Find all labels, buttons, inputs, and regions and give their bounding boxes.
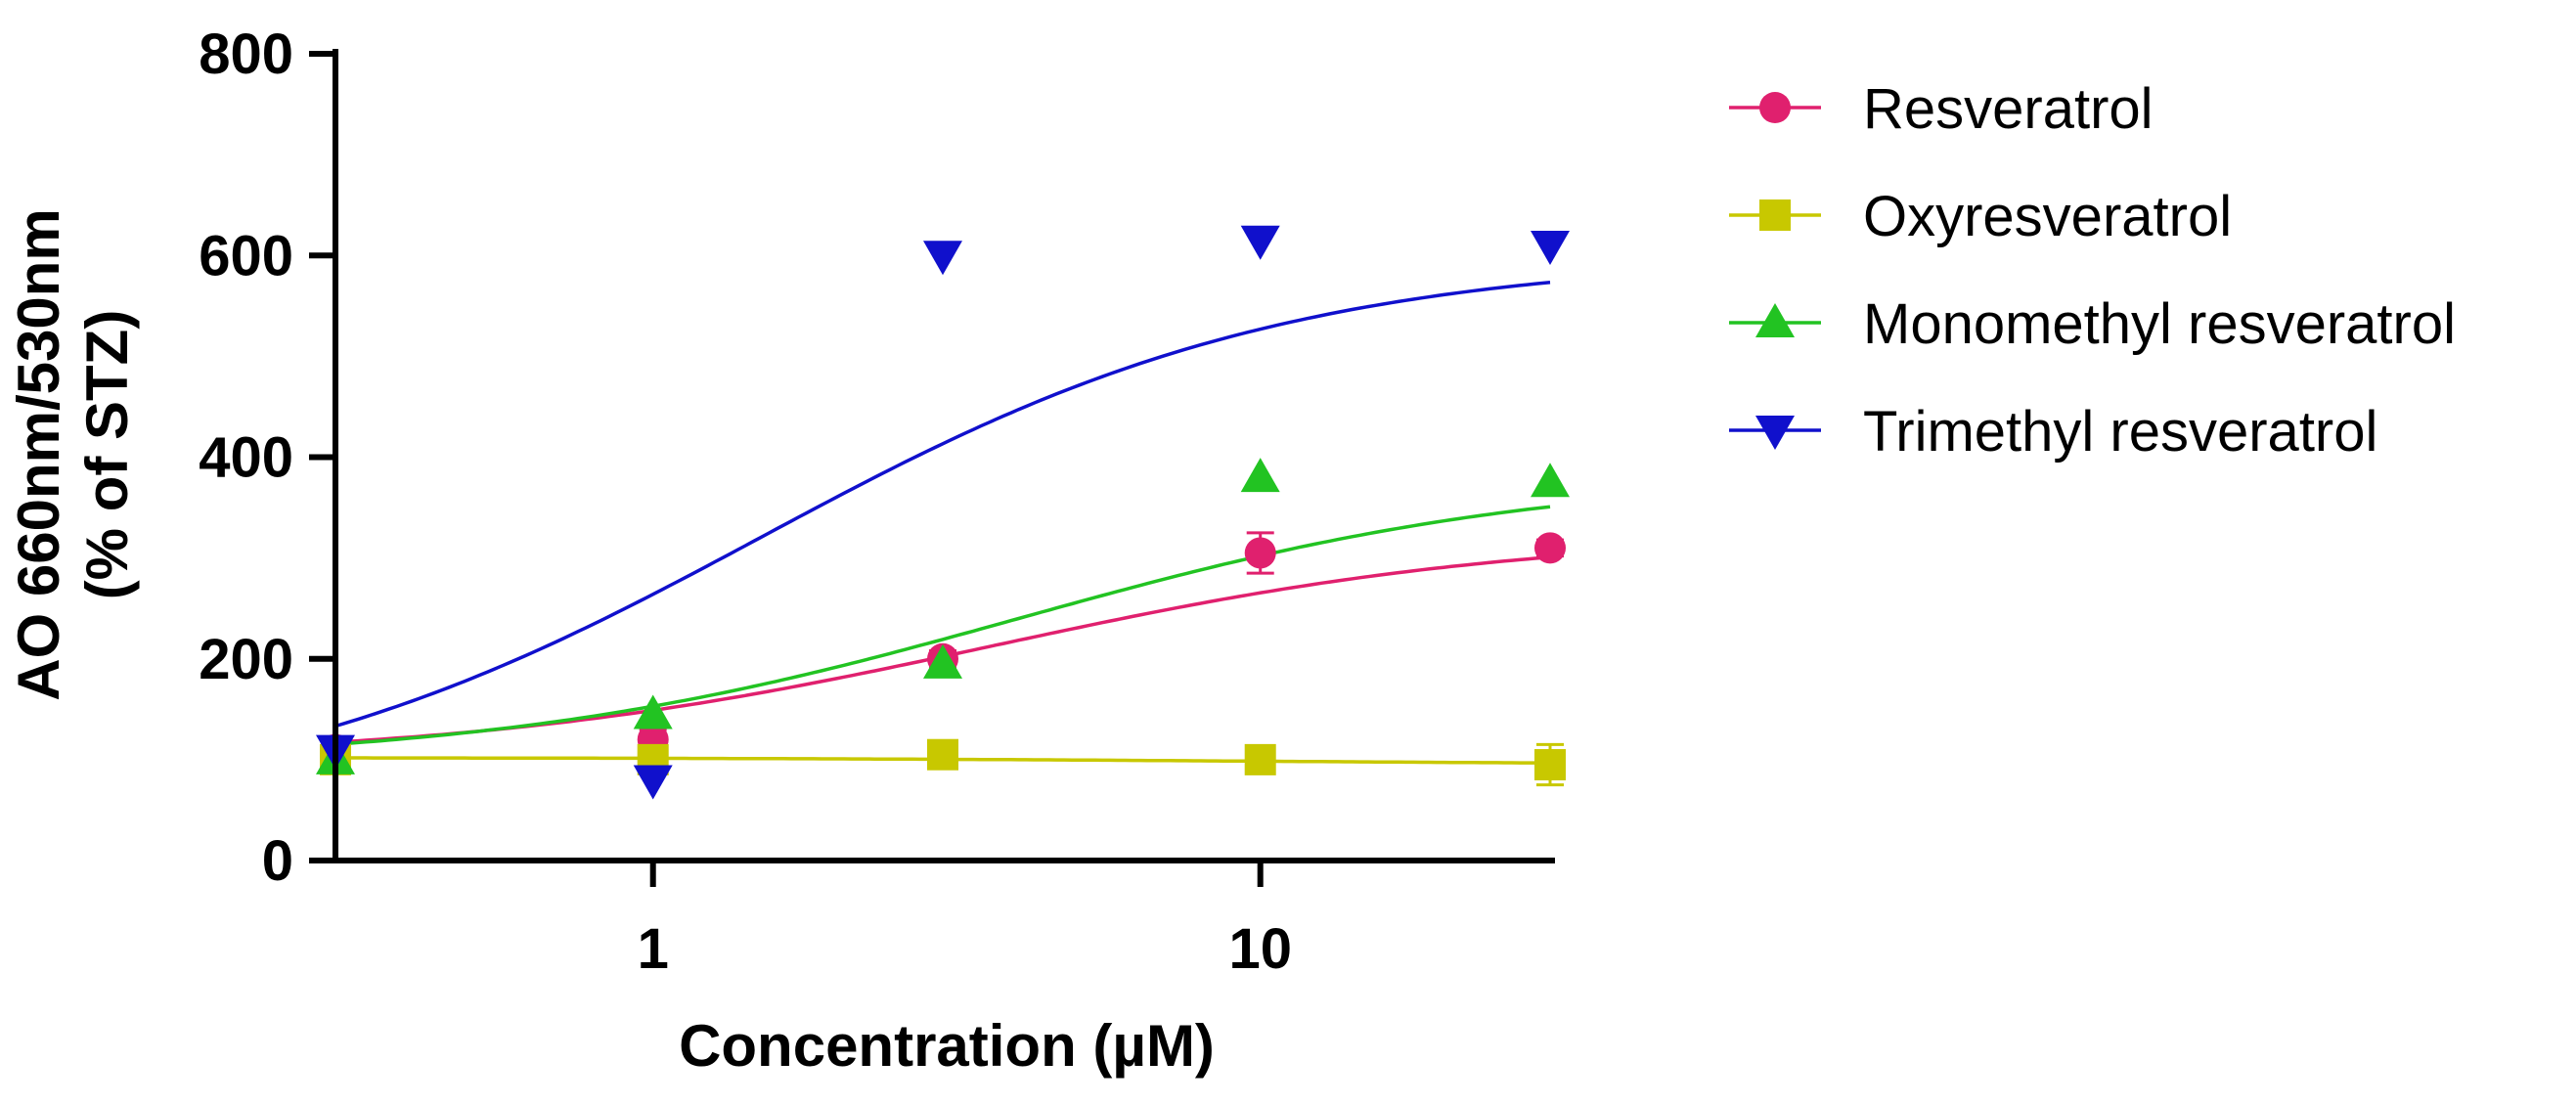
data-point-monomethyl-resveratrol xyxy=(1531,463,1570,498)
legend-item-resveratrol: Resveratrol xyxy=(1729,77,2154,141)
y-tick-label: 800 xyxy=(199,22,293,86)
axes xyxy=(333,49,1555,863)
y-axis-ticks: 0 200 400 600 800 xyxy=(199,22,335,893)
data-point-trimethyl-resveratrol xyxy=(1531,230,1570,265)
series-trimethyl-resveratrol xyxy=(316,225,1570,800)
data-point-monomethyl-resveratrol xyxy=(633,694,673,729)
legend-marker-monomethyl-resveratrol xyxy=(1755,303,1795,337)
data-point-resveratrol xyxy=(1244,537,1276,569)
legend-item-monomethyl-resveratrol: Monomethyl resveratrol xyxy=(1729,292,2456,356)
y-tick-label: 400 xyxy=(199,426,293,490)
data-point-oxyresveratrol xyxy=(927,738,958,771)
fit-curve-monomethyl-resveratrol xyxy=(334,505,1551,746)
y-tick-label: 200 xyxy=(199,628,293,691)
fit-curves xyxy=(334,281,1551,765)
legend-marker-trimethyl-resveratrol xyxy=(1755,416,1795,450)
data-point-monomethyl-resveratrol xyxy=(1240,458,1280,493)
data-point-resveratrol xyxy=(1534,532,1566,564)
y-axis-title-line-1: AO 660nm/530nm xyxy=(6,208,71,701)
x-axis-ticks: 1 10 xyxy=(638,861,1292,981)
y-tick-label: 0 xyxy=(262,829,293,893)
legend-item-oxyresveratrol: Oxyresveratrol xyxy=(1729,185,2232,248)
y-axis-title: AO 660nm/530nm (% of STZ) xyxy=(6,208,140,701)
legend-item-trimethyl-resveratrol: Trimethyl resveratrol xyxy=(1729,400,2377,464)
legend-marker-oxyresveratrol xyxy=(1759,199,1791,231)
x-tick-label: 1 xyxy=(638,917,669,981)
data-point-oxyresveratrol xyxy=(1244,743,1276,775)
y-tick-label: 600 xyxy=(199,224,293,287)
data-point-trimethyl-resveratrol xyxy=(1240,225,1280,260)
legend-marker-resveratrol xyxy=(1759,92,1791,123)
legend-label: Monomethyl resveratrol xyxy=(1863,292,2456,356)
data-point-oxyresveratrol xyxy=(1534,749,1566,781)
x-axis-title: Concentration (µM) xyxy=(679,1013,1215,1079)
data-point-trimethyl-resveratrol xyxy=(633,765,673,800)
legend-label: Resveratrol xyxy=(1863,77,2154,141)
y-axis-title-line-2: (% of STZ) xyxy=(74,310,140,600)
data-point-trimethyl-resveratrol xyxy=(923,241,962,276)
data-point-monomethyl-resveratrol xyxy=(923,643,962,679)
legend: Resveratrol Oxyresveratrol Monomethyl resv… xyxy=(1729,77,2456,464)
legend-label: Oxyresveratrol xyxy=(1863,185,2232,248)
legend-label: Trimethyl resveratrol xyxy=(1863,400,2377,464)
x-tick-label: 10 xyxy=(1228,917,1292,981)
fit-curve-trimethyl-resveratrol xyxy=(334,281,1551,729)
data-points xyxy=(316,225,1570,800)
